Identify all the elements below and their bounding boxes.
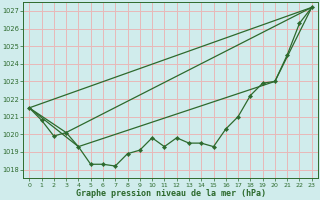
X-axis label: Graphe pression niveau de la mer (hPa): Graphe pression niveau de la mer (hPa) [76,189,266,198]
